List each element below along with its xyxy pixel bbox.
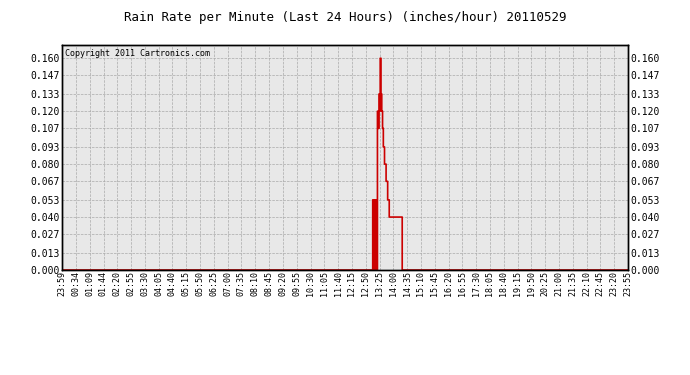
Text: Rain Rate per Minute (Last 24 Hours) (inches/hour) 20110529: Rain Rate per Minute (Last 24 Hours) (in… — [124, 11, 566, 24]
Text: Copyright 2011 Cartronics.com: Copyright 2011 Cartronics.com — [65, 50, 210, 58]
